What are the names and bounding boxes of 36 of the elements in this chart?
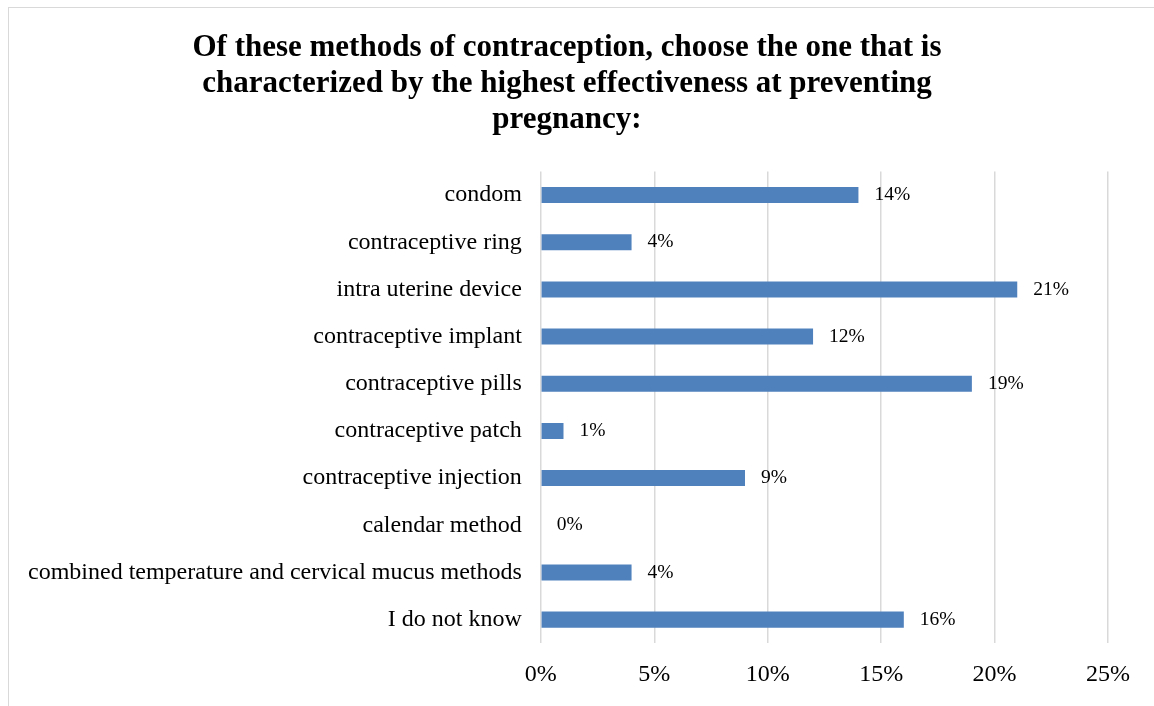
bar (541, 375, 972, 392)
data-label: 1% (579, 419, 606, 441)
x-tick-label: 0% (524, 659, 557, 686)
x-tick-label: 5% (638, 659, 671, 686)
x-tick-label: 15% (859, 659, 904, 686)
chart-title: Of these methods of contraception, choose the one that is characterized by the highest effectiveness at preventing pregnancy: (191, 28, 943, 136)
y-tick-label: contraceptive ring (347, 227, 522, 254)
data-label: 16% (919, 607, 956, 629)
data-label: 9% (761, 466, 787, 488)
bar (541, 187, 859, 204)
bar (541, 564, 632, 581)
x-tick-label: 10% (745, 659, 790, 686)
y-tick-label: condom (444, 180, 523, 207)
y-tick-label: combined temperature and cervical mucus methods (27, 557, 522, 584)
y-tick-label: calendar method (362, 510, 522, 537)
data-label: 19% (987, 371, 1024, 393)
y-tick-label: contraceptive pills (345, 369, 522, 396)
x-tick-label: 20% (972, 659, 1017, 686)
data-label: 21% (1033, 277, 1069, 299)
data-label: 4% (647, 230, 674, 252)
y-tick-label: contraceptive patch (334, 416, 522, 443)
bar (541, 328, 814, 345)
y-tick-label: I do not know (387, 604, 523, 631)
y-tick-label: contraceptive injection (302, 463, 522, 490)
x-tick-label: 25% (1086, 659, 1130, 686)
bar (541, 281, 1018, 298)
y-tick-label: intra uterine device (336, 274, 522, 301)
bar (541, 422, 564, 439)
data-label: 12% (829, 324, 865, 346)
data-label: 0% (556, 513, 583, 535)
bar (541, 611, 904, 628)
data-label: 14% (874, 183, 911, 205)
data-label: 4% (647, 560, 674, 582)
y-tick-label: contraceptive implant (313, 321, 523, 348)
bar (541, 234, 632, 251)
bar (541, 470, 745, 487)
